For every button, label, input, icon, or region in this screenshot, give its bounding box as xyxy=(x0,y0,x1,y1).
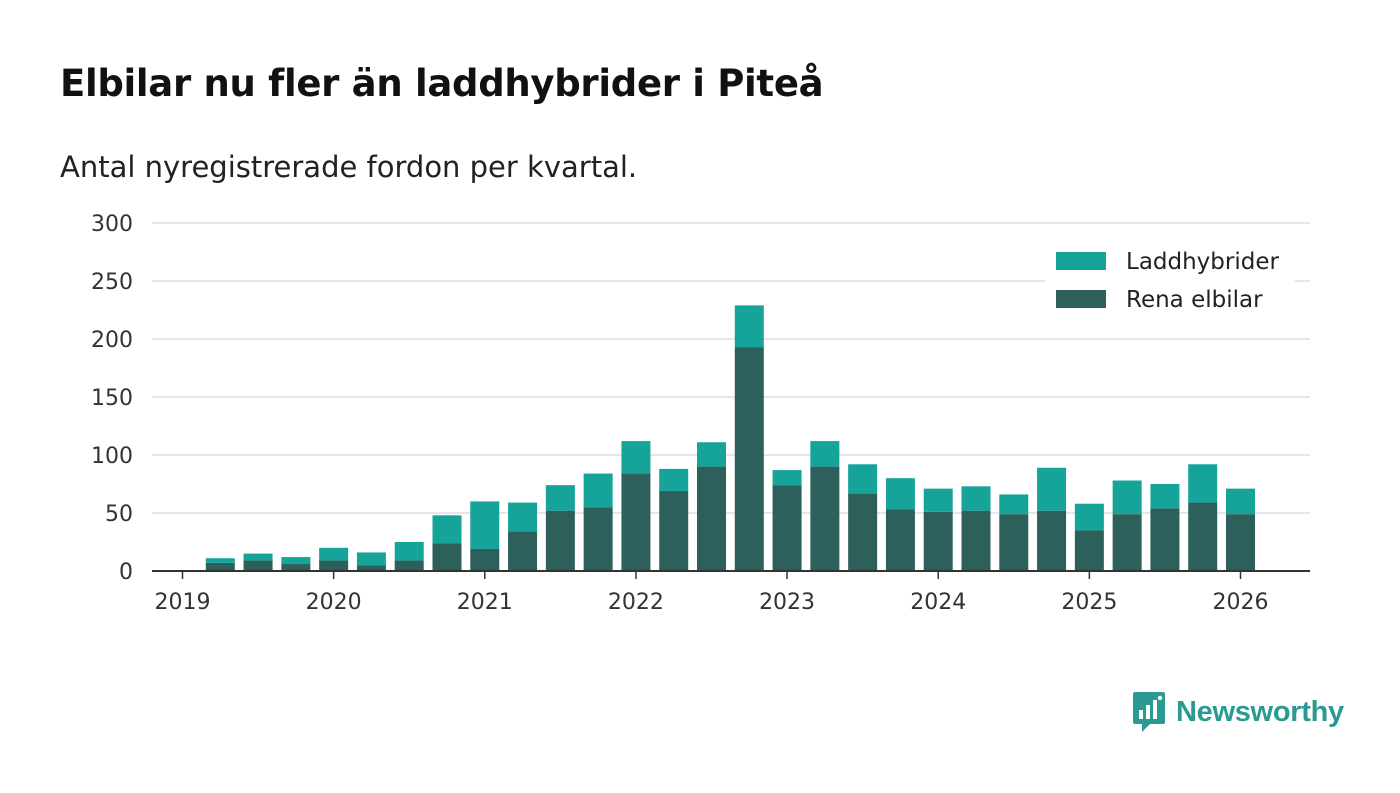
x-tick-label: 2020 xyxy=(306,590,362,615)
bar-rena-elbilar xyxy=(281,564,311,571)
y-tick-label: 50 xyxy=(105,502,133,527)
bar-rena-elbilar xyxy=(1150,508,1180,571)
bar-rena-elbilar xyxy=(923,511,953,571)
bar-rena-elbilar xyxy=(394,560,424,571)
bar-laddhybrider xyxy=(1074,503,1104,531)
bar-rena-elbilar xyxy=(432,543,462,571)
bar-rena-elbilar xyxy=(885,509,915,571)
brand-name: Newsworthy xyxy=(1176,695,1344,728)
bar-laddhybrider xyxy=(394,542,424,561)
bar-laddhybrider xyxy=(659,468,689,491)
bar-laddhybrider xyxy=(1037,467,1067,511)
legend-swatch-laddhybrider xyxy=(1056,252,1106,270)
y-tick-label: 0 xyxy=(119,560,133,585)
legend-label-rena-elbilar: Rena elbilar xyxy=(1126,287,1263,313)
bar-laddhybrider xyxy=(319,547,349,561)
y-axis-ticks: 0 50 100 150 200 250 300 xyxy=(91,212,133,585)
bar-rena-elbilar xyxy=(772,485,802,571)
bar-rena-elbilar xyxy=(319,560,349,571)
legend-label-laddhybrider: Laddhybrider xyxy=(1126,249,1279,275)
bar-rena-elbilar xyxy=(659,490,689,571)
bar-laddhybrider xyxy=(923,488,953,512)
bar-laddhybrider xyxy=(205,558,235,563)
bar-laddhybrider xyxy=(545,485,575,511)
bar-rena-elbilar xyxy=(1188,502,1218,571)
bar-laddhybrider xyxy=(583,473,613,508)
bar-laddhybrider xyxy=(432,515,462,544)
newsworthy-logo-icon xyxy=(1133,692,1165,732)
bar-rena-elbilar xyxy=(205,562,235,571)
bar-rena-elbilar xyxy=(508,531,538,571)
bar-rena-elbilar xyxy=(810,466,840,571)
bar-rena-elbilar xyxy=(545,510,575,571)
bar-rena-elbilar xyxy=(470,548,500,571)
x-tick-label: 2023 xyxy=(759,590,815,615)
bar-rena-elbilar xyxy=(961,510,991,571)
y-tick-label: 200 xyxy=(91,328,133,353)
bar-laddhybrider xyxy=(961,486,991,511)
bar-rena-elbilar xyxy=(621,473,651,571)
bar-rena-elbilar xyxy=(356,565,386,571)
bar-laddhybrider xyxy=(470,501,500,549)
bar-rena-elbilar xyxy=(1074,530,1104,571)
bar-laddhybrider xyxy=(1112,480,1142,515)
bar-laddhybrider xyxy=(243,553,273,561)
bar-laddhybrider xyxy=(508,502,538,532)
chart-title: Elbilar nu fler än laddhybrider i Piteå xyxy=(60,62,824,105)
newsworthy-brand: Newsworthy xyxy=(1132,690,1344,734)
x-tick-label: 2026 xyxy=(1213,590,1269,615)
bar-rena-elbilar xyxy=(243,560,273,571)
bar-rena-elbilar xyxy=(999,514,1029,571)
legend: Laddhybrider Rena elbilar xyxy=(1045,240,1295,320)
bar-rena-elbilar xyxy=(583,507,613,571)
y-tick-label: 150 xyxy=(91,386,133,411)
bar-laddhybrider xyxy=(999,494,1029,515)
bars xyxy=(205,305,1255,571)
bar-laddhybrider xyxy=(772,470,802,486)
x-tick-label: 2025 xyxy=(1061,590,1117,615)
legend-swatch-rena-elbilar xyxy=(1056,290,1106,308)
bar-rena-elbilar xyxy=(1112,514,1142,571)
bar-laddhybrider xyxy=(734,305,764,348)
chart-subtitle: Antal nyregistrerade fordon per kvartal. xyxy=(60,150,638,184)
bar-laddhybrider xyxy=(1226,488,1255,515)
y-tick-label: 300 xyxy=(91,212,133,237)
bar-laddhybrider xyxy=(281,557,311,565)
y-tick-label: 100 xyxy=(91,444,133,469)
bar-rena-elbilar xyxy=(848,493,878,571)
bar-laddhybrider xyxy=(1150,484,1180,509)
bar-rena-elbilar xyxy=(697,466,726,571)
x-tick-label: 2019 xyxy=(155,590,211,615)
bar-laddhybrider xyxy=(848,464,878,494)
bar-laddhybrider xyxy=(697,442,726,467)
bar-laddhybrider xyxy=(356,552,386,566)
bar-laddhybrider xyxy=(621,441,651,474)
y-tick-label: 250 xyxy=(91,270,133,295)
bar-rena-elbilar xyxy=(734,347,764,571)
bar-laddhybrider xyxy=(810,441,840,467)
bar-laddhybrider xyxy=(1188,464,1218,503)
x-tick-label: 2024 xyxy=(910,590,966,615)
x-tick-label: 2021 xyxy=(457,590,513,615)
x-tick-label: 2022 xyxy=(608,590,664,615)
bar-rena-elbilar xyxy=(1226,514,1255,571)
bar-rena-elbilar xyxy=(1037,510,1067,571)
grid-lines xyxy=(152,222,1310,514)
x-axis: 2019 2020 2021 2022 2023 2024 2025 2026 xyxy=(152,570,1310,615)
bar-laddhybrider xyxy=(885,478,915,510)
